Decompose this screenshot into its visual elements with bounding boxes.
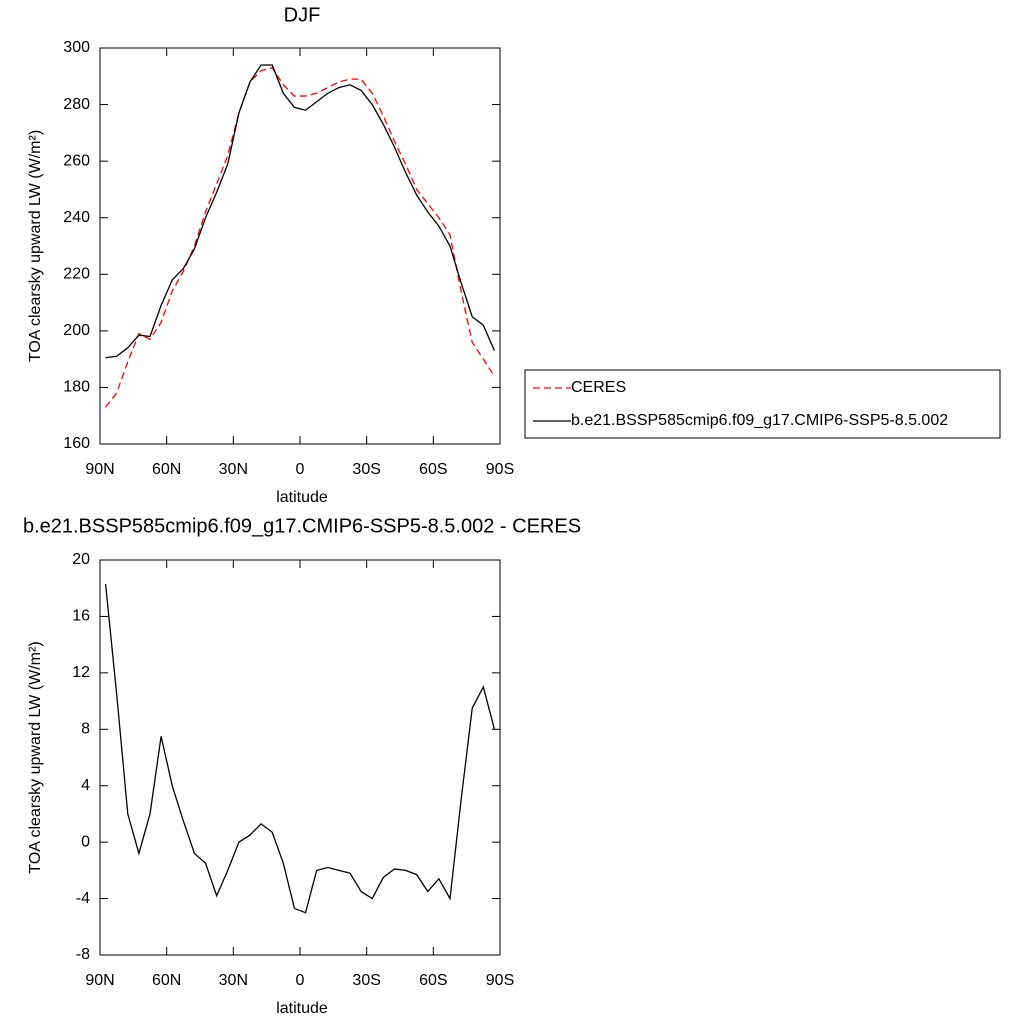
y-tick-label: 20 — [72, 551, 90, 568]
x-tick-label: 0 — [296, 972, 305, 989]
chart-title: DJF — [284, 4, 321, 26]
y-tick-label: -4 — [76, 890, 90, 907]
x-tick-label: 30N — [219, 461, 248, 478]
x-axis-label: latitude — [276, 489, 328, 506]
x-tick-label: 60N — [152, 461, 181, 478]
y-tick-label: 0 — [81, 833, 90, 850]
y-tick-label: 160 — [63, 435, 90, 452]
y-tick-label: 4 — [81, 777, 90, 794]
x-tick-label: 90S — [486, 972, 514, 989]
data-line — [105, 67, 495, 408]
x-tick-label: 60N — [152, 972, 181, 989]
x-tick-label: 0 — [296, 461, 305, 478]
y-tick-label: 280 — [63, 96, 90, 113]
y-tick-label: 200 — [63, 322, 90, 339]
y-axis-label: TOA clearsky upward LW (W/m²) — [27, 130, 44, 362]
legend-label: b.e21.BSSP585cmip6.f09_g17.CMIP6-SSP5-8.… — [571, 412, 948, 429]
plot-frame — [99, 47, 501, 445]
x-tick-label: 90S — [486, 461, 514, 478]
x-tick-label: 60S — [419, 972, 447, 989]
y-tick-label: 240 — [63, 209, 90, 226]
y-tick-label: 220 — [63, 266, 90, 283]
x-tick-label: 60S — [419, 461, 447, 478]
plot-frame — [99, 559, 501, 956]
chart-title: b.e21.BSSP585cmip6.f09_g17.CMIP6-SSP5-8.… — [23, 515, 581, 537]
y-tick-label: 260 — [63, 152, 90, 169]
data-line — [105, 64, 496, 359]
y-tick-label: 16 — [72, 608, 90, 625]
legend-label: CERES — [571, 379, 626, 396]
x-tick-label: 90N — [85, 461, 114, 478]
y-tick-label: 300 — [63, 39, 90, 56]
x-tick-label: 90N — [85, 972, 114, 989]
y-tick-label: 8 — [81, 721, 90, 738]
x-axis-label: latitude — [276, 1000, 328, 1017]
x-tick-label: 30S — [352, 972, 380, 989]
x-tick-label: 30N — [219, 972, 248, 989]
data-line — [104, 583, 496, 914]
x-tick-label: 30S — [352, 461, 380, 478]
y-tick-label: -8 — [76, 946, 90, 963]
legend-box — [524, 369, 1001, 439]
y-axis-label: TOA clearsky upward LW (W/m²) — [27, 641, 44, 873]
y-tick-label: 180 — [63, 379, 90, 396]
y-tick-label: 12 — [72, 664, 90, 681]
